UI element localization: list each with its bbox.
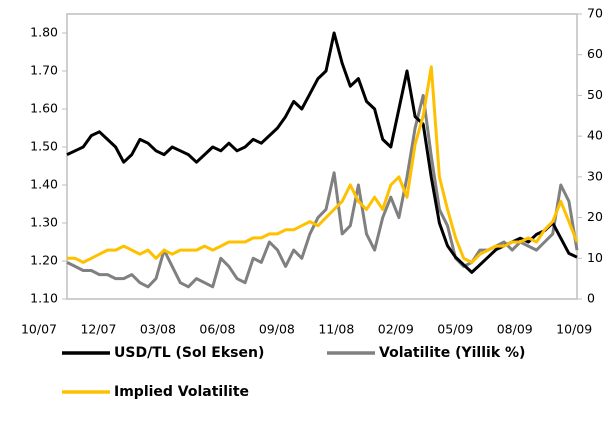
y2-tick-label: 40 [587,128,603,143]
x-tick-label: 12/07 [80,322,116,337]
plot-frame [66,13,578,300]
series-line [66,93,579,289]
series-line [67,65,579,264]
legend-label: Implied Volatilite [114,384,249,400]
y2-tick-label: 70 [587,6,603,21]
y2-tick-label: 0 [587,291,595,306]
y2-tick-label: 60 [587,46,603,61]
x-tick-label: 09/08 [259,322,295,337]
x-tick-label: 02/09 [378,322,414,337]
x-tick-label: 06/08 [199,322,235,337]
x-tick-label: 10/07 [21,322,57,337]
y2-tick-label: 30 [587,168,603,183]
legend-label: USD/TL (Sol Eksen) [114,345,264,361]
y-tick-label: 1.20 [30,253,58,268]
x-tick-label: 05/09 [437,322,473,337]
legend-label: Volatilite (Yillik %) [379,345,525,361]
y-tick-label: 1.60 [30,101,58,116]
x-tick-label: 03/08 [140,322,176,337]
x-tick-label: 11/08 [318,322,354,337]
y2-tick-label: 20 [587,209,603,224]
y2-tick-label: 10 [587,250,603,265]
series-line [66,31,578,274]
x-tick-label: 08/09 [497,322,533,337]
y-tick-label: 1.30 [30,215,58,230]
x-tick-label: 10/09 [556,322,592,337]
y-tick-label: 1.70 [30,63,58,78]
y-tick-label: 1.10 [30,291,58,306]
y2-tick-label: 50 [587,87,603,102]
y-tick-label: 1.40 [30,177,58,192]
y-tick-label: 1.50 [30,139,58,154]
y-tick-label: 1.80 [30,25,58,40]
